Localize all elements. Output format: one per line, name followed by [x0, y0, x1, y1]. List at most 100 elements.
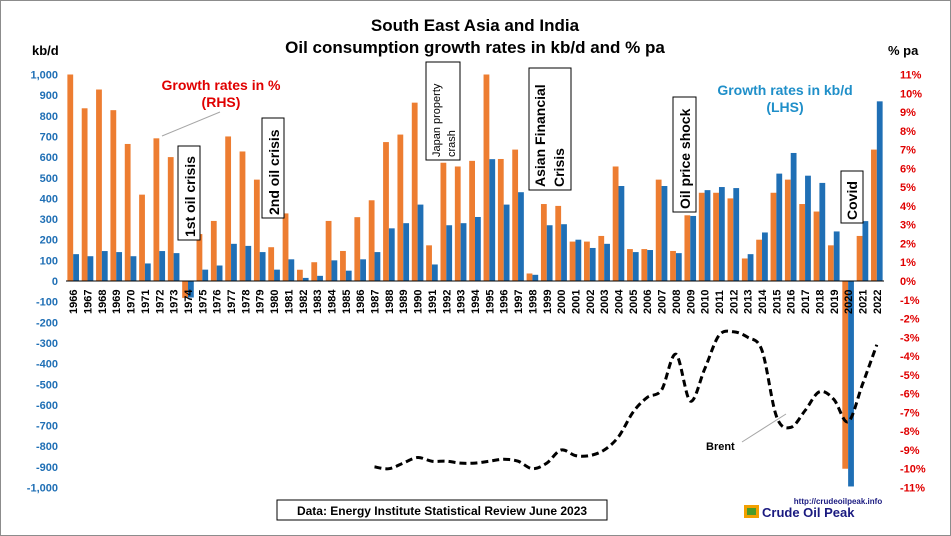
kbd-bar	[360, 259, 366, 281]
pct-bar	[627, 249, 633, 281]
pct-bar	[871, 149, 877, 281]
x-tick-label: 1998	[527, 290, 539, 314]
y-left-tick-label: 800	[40, 111, 58, 123]
y-right-tick-label: -11%	[900, 483, 925, 495]
x-tick-label: 1982	[298, 290, 310, 314]
pct-bar	[856, 235, 863, 281]
pct-bar	[340, 250, 346, 281]
annotation-covid: Covid	[840, 170, 864, 224]
x-tick-label: 1971	[140, 290, 152, 314]
x-tick-label: 2001	[570, 290, 582, 314]
x-tick-label: 1997	[513, 290, 525, 314]
y-right-tick-label: 8%	[900, 126, 916, 138]
y-left-tick-label: -700	[36, 421, 58, 433]
pct-bar	[670, 250, 676, 281]
pct-bar	[698, 192, 705, 281]
annotation-text: 1st oil crisis	[182, 156, 198, 237]
kbd-bar	[345, 270, 352, 281]
x-tick-label: 2008	[671, 290, 683, 314]
kbd-bar	[819, 182, 826, 281]
annotation-1st-oil-crisis: 1st oil crisis	[177, 145, 201, 241]
kbd-bar	[101, 251, 108, 281]
kbd-bar	[130, 256, 137, 281]
kbd-bar	[503, 204, 510, 281]
y-left-tick-label: 600	[40, 152, 58, 164]
logo-name: Crude Oil Peak	[762, 505, 855, 520]
y-right-unit: % pa	[888, 43, 919, 58]
kbd-bar	[302, 277, 309, 281]
kbd-bar	[388, 228, 395, 281]
y-right-tick-label: -10%	[900, 464, 926, 476]
y-right-tick-label: -7%	[900, 407, 920, 419]
y-left-tick-label: -1,000	[27, 483, 58, 495]
pct-bar	[311, 262, 318, 281]
pct-bar	[469, 160, 475, 281]
pct-bar	[784, 179, 791, 281]
y-right-tick-label: 7%	[900, 145, 916, 157]
x-tick-label: 2014	[757, 289, 769, 314]
y-right-tick-label: -5%	[900, 370, 920, 382]
x-tick-label: 2010	[700, 290, 712, 314]
y-right-tick-label: 4%	[900, 201, 916, 213]
pct-bar	[167, 157, 174, 281]
x-tick-label: 2006	[642, 290, 654, 314]
pct-bar	[526, 273, 533, 281]
kbd-bar	[776, 173, 783, 281]
annotation-text: Covid	[844, 181, 860, 220]
pct-bar	[81, 108, 88, 281]
y-right-tick-label: -1%	[900, 295, 920, 307]
y-left-tick-label: 900	[40, 90, 58, 102]
x-tick-label: 1966	[68, 290, 80, 314]
y-right-tick-label: 2%	[900, 238, 916, 250]
y-left-tick-label: -200	[36, 317, 58, 329]
x-tick-label: 1990	[413, 290, 425, 314]
y-right-tick-label: 5%	[900, 182, 916, 194]
kbd-bar	[73, 254, 79, 281]
x-tick-label: 1988	[384, 290, 396, 314]
pct-bar	[770, 192, 777, 281]
kbd-bar	[532, 274, 539, 281]
kbd-bar	[331, 260, 338, 281]
x-tick-label: 2022	[872, 290, 884, 314]
x-tick-label: 1986	[355, 290, 367, 314]
kbd-bar	[848, 281, 854, 487]
crude-oil-peak-logo: http://crudeoilpeak.info Crude Oil Peak	[744, 497, 882, 520]
y-left-tick-label: 0	[52, 276, 58, 288]
kbd-bar	[604, 243, 610, 281]
pct-bar	[440, 162, 447, 281]
pct-bar	[598, 235, 605, 281]
pct-bar	[239, 151, 246, 281]
brent-line	[374, 329, 879, 471]
pct-bar	[153, 138, 160, 281]
pct-bar	[383, 142, 389, 281]
x-tick-label: 1969	[111, 290, 123, 314]
pct-bar	[182, 281, 188, 298]
kbd-bar	[403, 223, 410, 281]
pct-bar	[225, 136, 232, 281]
x-tick-label: 2017	[800, 290, 812, 314]
annotation-japan-property-crash: Japan property crash	[425, 61, 461, 161]
brent-callout-leader	[741, 413, 787, 443]
pct-bar	[268, 247, 275, 281]
y-right-tick-label: 10%	[900, 88, 922, 100]
y-left-tick-label: 300	[40, 214, 58, 226]
pct-bar	[756, 239, 763, 281]
pct-bar	[110, 110, 117, 281]
x-tick-label: 1985	[341, 290, 353, 314]
pct-bar	[296, 269, 303, 281]
kbd-bar	[632, 252, 639, 281]
source-note-text: Data: Energy Institute Statistical Revie…	[297, 504, 587, 518]
pct-bar	[354, 217, 361, 281]
pct-bar	[684, 215, 691, 281]
pct-bar	[67, 74, 74, 281]
x-tick-label: 1968	[97, 290, 109, 314]
x-tick-label: 2000	[556, 290, 568, 314]
kbd-bar	[216, 265, 223, 281]
kbd-bar	[259, 252, 266, 281]
pct-bar	[555, 205, 562, 281]
pct-bar	[584, 241, 590, 281]
lhs-callout-line-2: (LHS)	[766, 99, 803, 115]
x-tick-label: 1984	[326, 289, 338, 314]
x-tick-label: 1987	[370, 290, 382, 314]
